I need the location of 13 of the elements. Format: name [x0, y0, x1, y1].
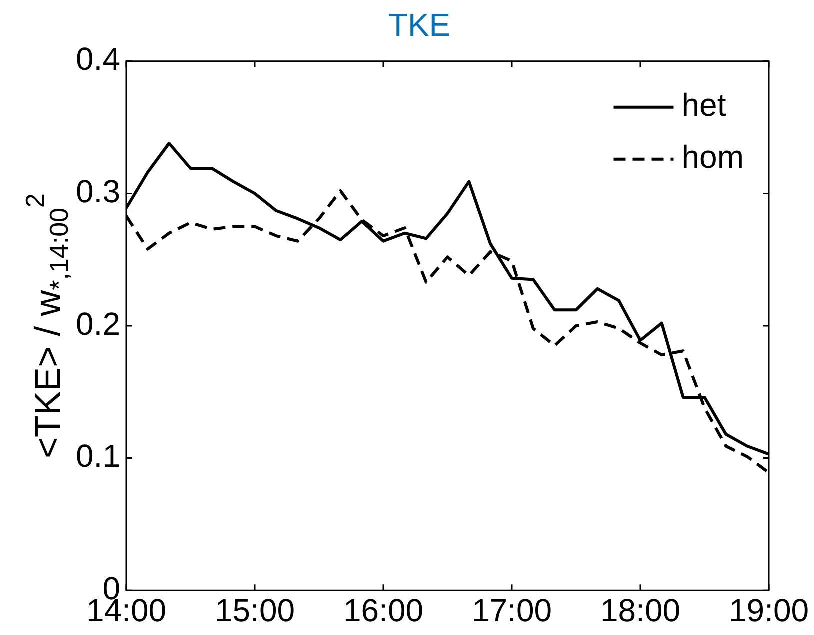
x-tick-label: 18:00 [600, 592, 681, 629]
legend-label: het [682, 87, 726, 124]
x-tick-label: 16:00 [343, 592, 424, 629]
y-tick-label: 0.1 [76, 438, 120, 474]
x-tick-label: 19:00 [728, 592, 810, 629]
chart-title: TKE [388, 7, 451, 44]
y-tick-label: 0.4 [76, 41, 120, 78]
x-tick-label: 17:00 [472, 592, 552, 629]
y-axis-title: <TKE> / w*,14:002 [20, 194, 74, 458]
x-tick-label: 15:00 [214, 592, 296, 629]
y-tick-label: 0.2 [76, 306, 120, 342]
legend-label: hom [682, 139, 744, 176]
y-tick-label: 0.3 [76, 174, 120, 210]
